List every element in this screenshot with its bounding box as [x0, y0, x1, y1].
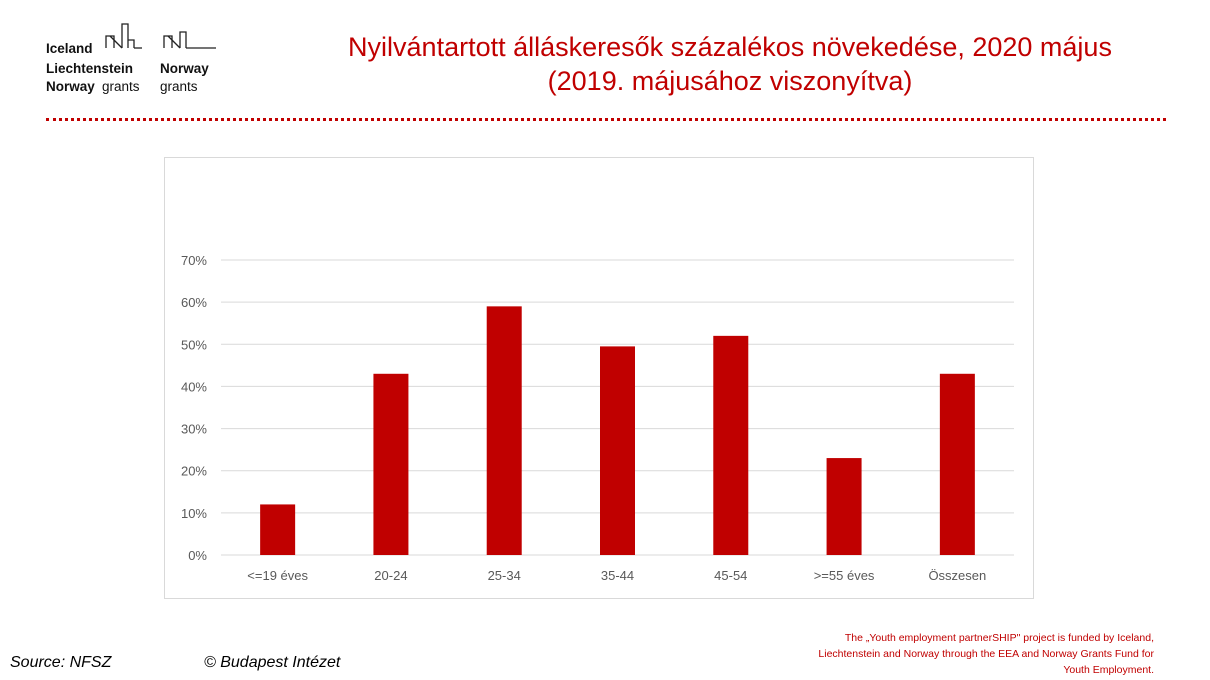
y-tick-label: 30%	[181, 422, 207, 437]
eea-norway-grants-logo: Iceland Liechtenstein Norway Norway gran…	[46, 22, 236, 102]
x-tick-label: >=55 éves	[814, 568, 875, 583]
bar	[373, 373, 409, 555]
y-tick-label: 10%	[181, 506, 207, 521]
logo-grants-text-1: grants	[102, 79, 140, 94]
bar	[600, 346, 635, 555]
bar	[486, 306, 522, 555]
y-tick-label: 50%	[181, 337, 207, 352]
funding-line-2: Liechtenstein and Norway through the EEA…	[818, 648, 1154, 660]
bar	[713, 335, 749, 555]
x-tick-label: 25-34	[488, 568, 521, 583]
x-tick-label: 45-54	[714, 568, 747, 583]
logo-liechtenstein-text: Liechtenstein	[46, 61, 134, 76]
title-line-2: (2019. májusához viszonyítva)	[547, 66, 913, 96]
bar	[260, 504, 296, 555]
funding-line-1: The „Youth employment partnerSHIP" proje…	[844, 632, 1154, 644]
logo-iceland-text: Iceland	[46, 41, 93, 56]
title-line-1: Nyilvántartott álláskeresők százalékos n…	[348, 32, 1112, 62]
page-title: Nyilvántartott álláskeresők százalékos n…	[260, 30, 1200, 98]
x-tick-label: 35-44	[601, 568, 634, 583]
y-tick-label: 40%	[181, 379, 207, 394]
x-tick-label: Összesen	[928, 568, 986, 583]
y-tick-label: 0%	[188, 548, 207, 563]
bar	[939, 373, 975, 555]
bar-chart: 0% 10% 20% 30% 40% 50% 60% 70% <=19 éves 20-24 25-…	[181, 253, 1014, 583]
logo-norway-bold-text: Norway	[46, 79, 95, 94]
y-tick-label: 60%	[181, 295, 207, 310]
logo-norway-text: Norway	[160, 61, 209, 76]
y-tick-label: 20%	[181, 464, 207, 479]
source-note: Source: NFSZ	[10, 654, 112, 671]
skyline-logo-icon	[105, 23, 216, 49]
title-divider	[46, 118, 1166, 121]
bar	[826, 458, 862, 555]
y-tick-label: 70%	[181, 253, 207, 268]
x-tick-label: 20-24	[374, 568, 407, 583]
copyright-note: © Budapest Intézet	[204, 654, 341, 671]
chart-frame	[164, 157, 1034, 599]
x-tick-label: <=19 éves	[247, 568, 308, 583]
logo-grants-text-2: grants	[160, 79, 198, 94]
funding-line-3: Youth Employment.	[1063, 664, 1154, 676]
funding-note: The „Youth employment partnerSHIP" proje…	[734, 630, 1154, 678]
